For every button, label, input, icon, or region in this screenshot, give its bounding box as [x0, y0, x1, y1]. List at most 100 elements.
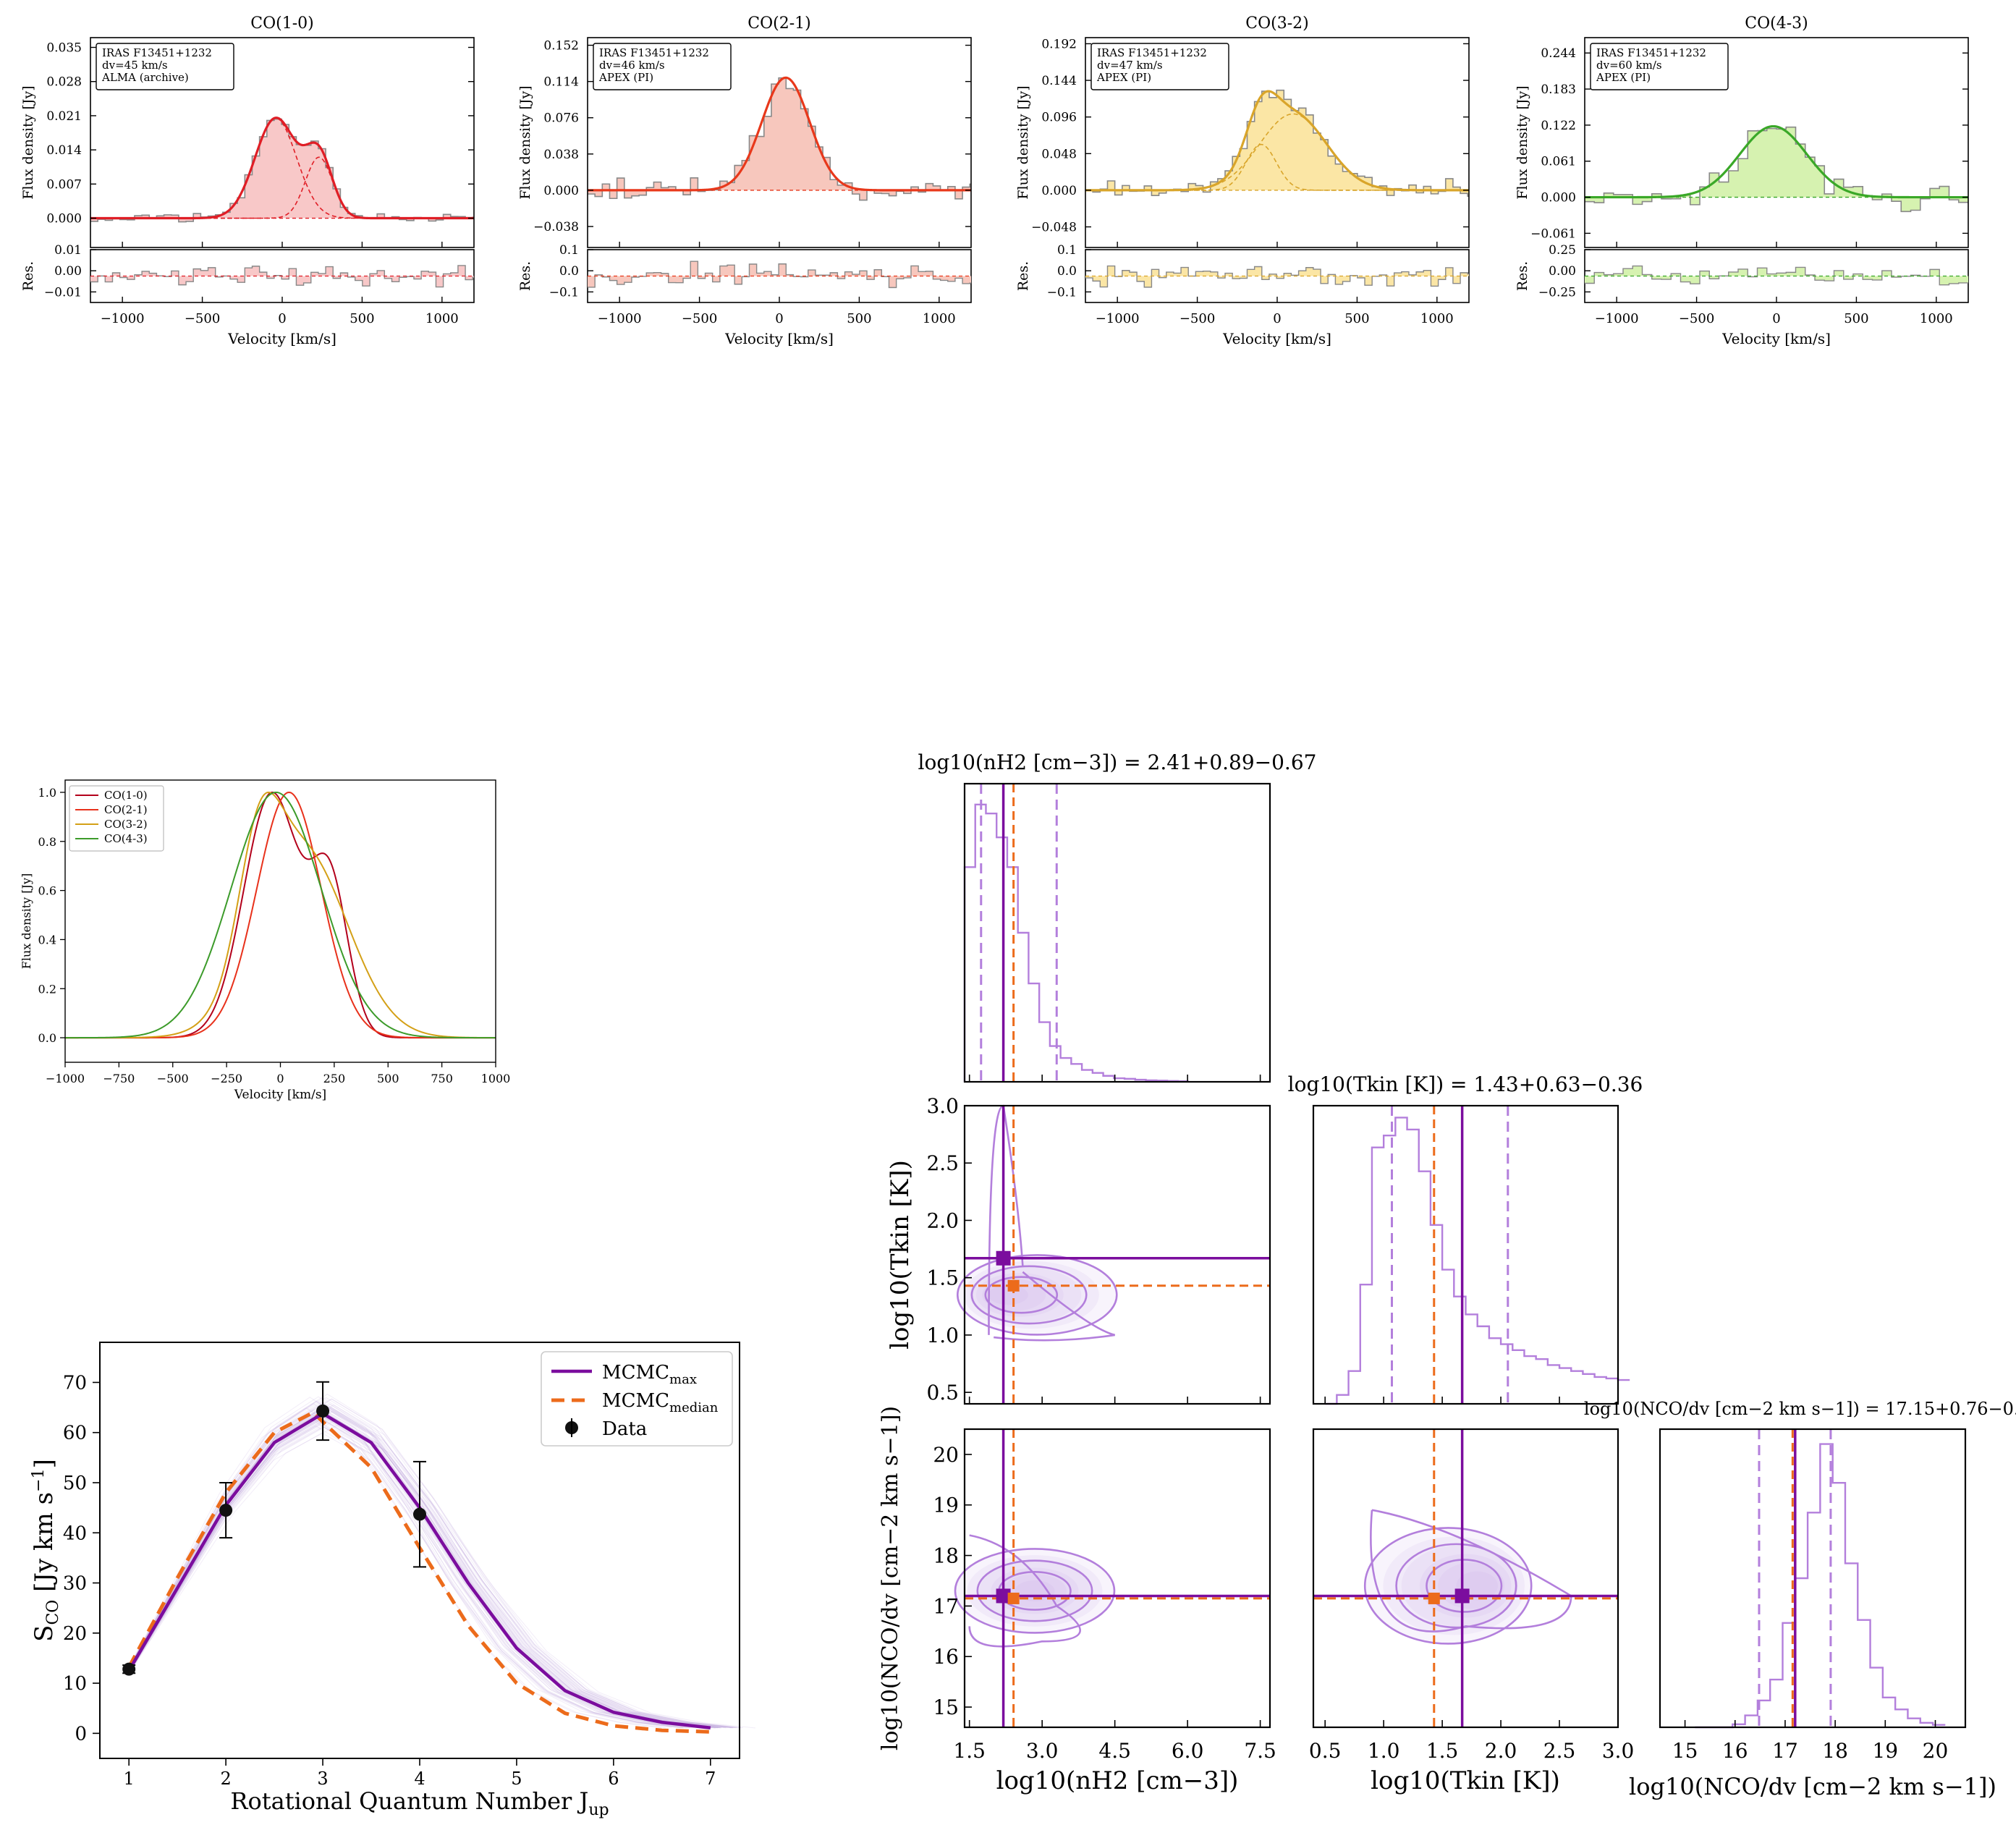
y-tick-label: 0 [75, 1723, 87, 1745]
y-tick-label: 0.114 [543, 75, 579, 90]
mcmc-sample-curve [128, 1425, 689, 1729]
contour-nH2-Tkin-contour [970, 1265, 1088, 1325]
residual-axis-label: Res. [20, 261, 36, 291]
mcmc-sample-curve [128, 1411, 737, 1729]
spectrum-panel-2: 0.152 0.114 0.076 0.038 0.000 −0.038 0.1 0.0 −0.… [517, 14, 972, 347]
x-tick-label: 2 [220, 1769, 231, 1789]
y-tick-label: 0.0 [38, 1031, 56, 1045]
y-tick-label: 0.007 [46, 177, 82, 192]
fit-component [1085, 113, 1469, 191]
y-tick-label: 0.061 [1541, 155, 1576, 169]
mcmc-sample-curve [128, 1410, 683, 1729]
x-tick-label: −500 [1179, 311, 1215, 326]
y-tick-label: 2.0 [926, 1208, 959, 1232]
res-tick-label: 0.0 [559, 264, 579, 279]
y-tick-label: 0.144 [1041, 74, 1077, 88]
mcmc-sample-curve [128, 1398, 738, 1728]
y-tick-label: 0.021 [46, 109, 82, 124]
hist-title-NCO: log10(NCO/dv [cm−2 km s−1]) = 17.15+0.76… [1584, 1399, 2016, 1419]
y-tick-label: 1.0 [38, 786, 56, 800]
x-tick-label: 7.5 [1244, 1739, 1276, 1763]
y-tick-label: 20 [933, 1443, 959, 1467]
contour-Tkin-NCO-contour [1370, 1509, 1572, 1632]
mcmc-sample-curve [128, 1413, 696, 1729]
mcmc-sample-curve [128, 1419, 713, 1729]
info-line: dv=45 km/s [102, 59, 168, 72]
contour-Tkin-NCO-density [1419, 1554, 1512, 1618]
residual-step [1085, 265, 1469, 288]
contour-Tkin-NCO-density [1365, 1528, 1532, 1644]
x-axis-label-Tkin: log10(Tkin [K]) [1371, 1766, 1560, 1795]
median-marker [1007, 1279, 1020, 1292]
x-tick-label: 1 [124, 1769, 135, 1789]
x-tick-label: 1000 [481, 1072, 511, 1085]
y-axis-label: Flux density [Jy] [1015, 85, 1031, 199]
residual-fill [588, 261, 971, 288]
contour-nH2-NCO-contour [976, 1559, 1093, 1622]
x-tick-label: −500 [157, 1072, 189, 1085]
res-tick-label: 0.25 [1549, 243, 1576, 258]
legend-box [541, 1351, 733, 1447]
y-tick-label: 0.6 [38, 884, 56, 898]
x-axis-label: Velocity [km/s] [724, 330, 834, 347]
info-line: IRAS F13451+1232 [1097, 46, 1207, 59]
x-tick-label: 4.5 [1098, 1739, 1131, 1763]
x-tick-label: 3.0 [1026, 1739, 1059, 1763]
x-tick-label: 3.0 [1602, 1739, 1635, 1763]
y-axis-label: Flux density [Jy] [517, 85, 533, 199]
normalized-profiles-panel: −1000 −750 −500 −250 0 250 500 750 1000 0.0 0.2 0.4… [20, 779, 511, 1102]
mcmc-sample-curve [128, 1417, 716, 1729]
y-tick-label: 60 [63, 1423, 87, 1444]
y-tick-label: −0.048 [1031, 221, 1077, 235]
y-tick-label: 0.096 [1041, 111, 1077, 125]
max-marker [1454, 1588, 1470, 1604]
fit-curve [90, 117, 474, 220]
info-line: IRAS F13451+1232 [1596, 46, 1706, 59]
contour-nH2-NCO-contour [968, 1534, 1081, 1648]
y-tick-label: 18 [933, 1544, 959, 1568]
info-line: IRAS F13451+1232 [599, 46, 709, 59]
x-tick-label: −500 [185, 311, 220, 326]
contour-nH2-Tkin-contour [956, 1254, 1118, 1336]
x-tick-label: 0.5 [1309, 1739, 1342, 1763]
res-tick-label: 0.00 [54, 264, 82, 279]
mcmc-sample-curve [128, 1426, 713, 1729]
x-tick-label: 250 [323, 1072, 346, 1085]
y-tick-label: 0.8 [38, 835, 56, 849]
y-tick-label: 0.035 [46, 41, 82, 55]
y-tick-label: 0.014 [46, 143, 82, 158]
mcmc-sample-curve [128, 1407, 701, 1729]
info-box [1090, 43, 1229, 90]
mcmc-sample-curve [128, 1416, 721, 1729]
hist-title-Tkin: log10(Tkin [K]) = 1.43+0.63−0.36 [1288, 1072, 1643, 1096]
res-tick-label: 0.01 [54, 243, 82, 258]
x-tick-label: 1.0 [1368, 1739, 1400, 1763]
info-box [96, 43, 234, 90]
data-point [316, 1404, 330, 1418]
legend-label: CO(4-3) [104, 832, 148, 845]
data-point [219, 1504, 233, 1517]
x-axis-label: Velocity [km/s] [227, 330, 336, 347]
y-tick-label: 0.183 [1541, 82, 1576, 97]
spectrum-fill [1085, 90, 1469, 197]
spectrum-title: CO(3-2) [1245, 14, 1308, 33]
mcmc-sample-curve [128, 1396, 698, 1728]
x-axis-label: Velocity [km/s] [1721, 330, 1831, 347]
legend-box [69, 785, 164, 852]
y-tick-label: 0.122 [1541, 119, 1576, 133]
x-tick-label: 750 [431, 1072, 453, 1085]
y-tick-label: 0.038 [543, 148, 579, 162]
contour-Tkin-NCO-density [1383, 1536, 1525, 1635]
fit-curve [1585, 124, 1968, 199]
x-tick-label: −750 [103, 1072, 135, 1085]
x-tick-label: −500 [682, 311, 717, 326]
mcmc-sample-curve [128, 1408, 687, 1729]
mcmc-sample-curve [128, 1414, 727, 1729]
x-tick-label: −500 [1679, 311, 1714, 326]
x-tick-label: 18 [1822, 1739, 1848, 1763]
y-tick-label: 1.5 [926, 1266, 959, 1290]
x-tick-label: 19 [1872, 1739, 1898, 1763]
y-tick-label: 3.0 [926, 1094, 959, 1118]
